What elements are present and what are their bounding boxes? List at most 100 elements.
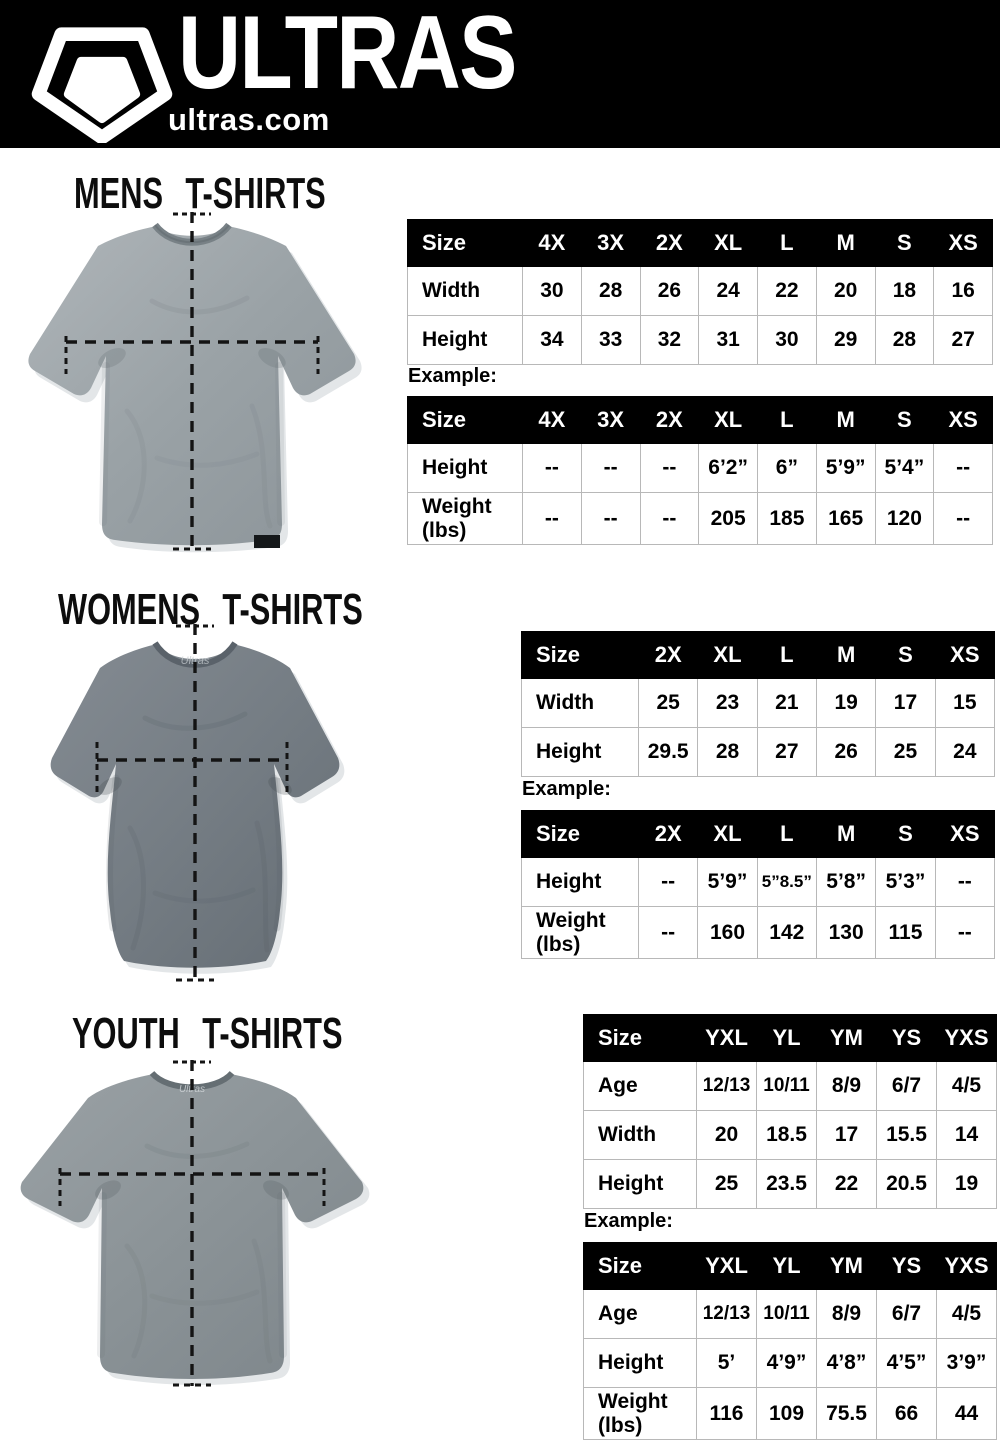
table-header-row: Size 2X XL L M S XS bbox=[521, 631, 996, 679]
brand-name: ULTRAS bbox=[178, 0, 517, 111]
column-header: S bbox=[874, 219, 935, 267]
table-row: Width 20 18.5 17 15.5 14 bbox=[583, 1110, 997, 1160]
row-label: Height bbox=[521, 857, 639, 907]
value-cell: 32 bbox=[639, 315, 700, 365]
value-cell: 8/9 bbox=[816, 1061, 877, 1111]
row-label: Age bbox=[583, 1061, 697, 1111]
table-row: Height 29.5 28 27 26 25 24 bbox=[521, 727, 996, 777]
value-cell: 14 bbox=[936, 1110, 997, 1160]
value-cell: -- bbox=[522, 491, 582, 546]
table-header-row: Size YXL YL YM YS YXS bbox=[583, 1014, 997, 1062]
mens-example-table: Size 4X 3X 2X XL L M S XS Height -- -- -- 6’2” 6” 5’9” 5… bbox=[407, 396, 993, 546]
youth-tshirt-image: Ultras bbox=[20, 1060, 370, 1387]
value-cell: 5’9” bbox=[697, 857, 758, 907]
value-cell: 5’9” bbox=[815, 443, 876, 493]
table-row: Weight (lbs) -- 160 142 130 115 -- bbox=[521, 905, 996, 960]
value-cell: 31 bbox=[698, 315, 758, 365]
column-header: YXS bbox=[936, 1014, 997, 1062]
value-cell: 20 bbox=[815, 266, 876, 316]
value-cell: 10/11 bbox=[756, 1289, 817, 1339]
value-cell: 27 bbox=[756, 727, 817, 777]
value-cell: 185 bbox=[757, 491, 817, 546]
value-cell: 6” bbox=[757, 443, 817, 493]
table-row: Age 12/13 10/11 8/9 6/7 4/5 bbox=[583, 1061, 997, 1111]
value-cell: 28 bbox=[580, 266, 641, 316]
value-cell: 6’2” bbox=[698, 443, 758, 493]
table-row: Width 30 28 26 24 22 20 18 16 bbox=[407, 266, 993, 316]
mens-size-table: Size 4X 3X 2X XL L M S XS Width 30 28 26 24 22 20 18 16 He… bbox=[407, 219, 993, 365]
value-cell: -- bbox=[639, 491, 700, 546]
value-cell: 6/7 bbox=[876, 1289, 937, 1339]
table-row: Width 25 23 21 19 17 15 bbox=[521, 678, 996, 728]
value-cell: 109 bbox=[756, 1386, 817, 1441]
row-label: Height bbox=[521, 727, 639, 777]
row-label: Height bbox=[583, 1338, 697, 1388]
column-header: YXL bbox=[696, 1242, 757, 1290]
value-cell: 165 bbox=[815, 491, 876, 546]
brand-domain: ultras.com bbox=[168, 102, 330, 137]
value-cell: 20 bbox=[696, 1110, 757, 1160]
column-header: L bbox=[757, 396, 817, 444]
value-cell: 22 bbox=[757, 266, 817, 316]
value-cell: 3’9” bbox=[936, 1338, 997, 1388]
value-cell: 205 bbox=[698, 491, 758, 546]
column-header: YXS bbox=[936, 1242, 997, 1290]
table-header-row: Size 2X XL L M S XS bbox=[521, 810, 996, 858]
value-cell: 24 bbox=[934, 727, 996, 777]
value-cell: 23 bbox=[697, 678, 758, 728]
value-cell: 4/5 bbox=[936, 1061, 997, 1111]
column-header: XL bbox=[698, 219, 758, 267]
row-label: Weight (lbs) bbox=[521, 905, 639, 960]
size-table-grid: Size 2X XL L M S XS Width 25 23 21 19 17 15 Height 29.5… bbox=[521, 631, 996, 777]
mens-section-title: MENS T-SHIRTS bbox=[74, 169, 326, 218]
size-table-grid: Size 4X 3X 2X XL L M S XS Width 30 28 26 24 22 20 18 16 He… bbox=[407, 219, 993, 365]
mens-tshirt-image bbox=[28, 212, 362, 553]
table-row: Height -- 5’9” 5”8.5” 5’8” 5’3” -- bbox=[521, 857, 996, 907]
value-cell: 5”8.5” bbox=[756, 857, 817, 907]
column-header: 3X bbox=[580, 219, 641, 267]
column-header: M bbox=[815, 631, 877, 679]
value-cell: 25 bbox=[875, 727, 936, 777]
value-cell: 25 bbox=[637, 678, 699, 728]
table-row: Weight (lbs) -- -- -- 205 185 165 120 -- bbox=[407, 491, 993, 546]
value-cell: 15 bbox=[934, 678, 996, 728]
size-header-label: Size bbox=[521, 631, 639, 679]
value-cell: 4’9” bbox=[756, 1338, 817, 1388]
value-cell: 130 bbox=[815, 905, 877, 960]
value-cell: 30 bbox=[522, 266, 582, 316]
value-cell: 24 bbox=[698, 266, 758, 316]
value-cell: 17 bbox=[816, 1110, 877, 1160]
table-header-row: Size 4X 3X 2X XL L M S XS bbox=[407, 396, 993, 444]
value-cell: 28 bbox=[697, 727, 758, 777]
value-cell: -- bbox=[522, 443, 582, 493]
value-cell: 19 bbox=[815, 678, 877, 728]
table-row: Age 12/13 10/11 8/9 6/7 4/5 bbox=[583, 1289, 997, 1339]
value-cell: 18 bbox=[874, 266, 935, 316]
value-cell: 16 bbox=[933, 266, 993, 316]
value-cell: 75.5 bbox=[816, 1386, 877, 1441]
value-cell: 5’4” bbox=[874, 443, 935, 493]
table-row: Height 34 33 32 31 30 29 28 27 bbox=[407, 315, 993, 365]
value-cell: 22 bbox=[816, 1159, 877, 1209]
value-cell: 8/9 bbox=[816, 1289, 877, 1339]
column-header: XL bbox=[697, 631, 758, 679]
column-header: YL bbox=[756, 1014, 817, 1062]
column-header: YS bbox=[876, 1242, 937, 1290]
value-cell: 29.5 bbox=[637, 727, 699, 777]
svg-text:Ultras: Ultras bbox=[181, 655, 210, 667]
value-cell: 10/11 bbox=[756, 1061, 817, 1111]
value-cell: -- bbox=[637, 857, 699, 907]
row-label: Weight (lbs) bbox=[583, 1386, 697, 1441]
size-table-grid: Size 4X 3X 2X XL L M S XS Height -- -- -- 6’2” 6” 5’9” 5… bbox=[407, 396, 993, 546]
value-cell: 17 bbox=[875, 678, 936, 728]
column-header: S bbox=[874, 396, 935, 444]
table-row: Height 5’ 4’9” 4’8” 4’5” 3’9” bbox=[583, 1338, 997, 1388]
column-header: YXL bbox=[696, 1014, 757, 1062]
youth-size-table: Size YXL YL YM YS YXS Age 12/13 10/11 8/9 6/7 4/5 Wi… bbox=[583, 1014, 997, 1209]
value-cell: 6/7 bbox=[876, 1061, 937, 1111]
value-cell: 34 bbox=[522, 315, 582, 365]
value-cell: -- bbox=[933, 491, 993, 546]
value-cell: 20.5 bbox=[876, 1159, 937, 1209]
row-label: Age bbox=[583, 1289, 697, 1339]
